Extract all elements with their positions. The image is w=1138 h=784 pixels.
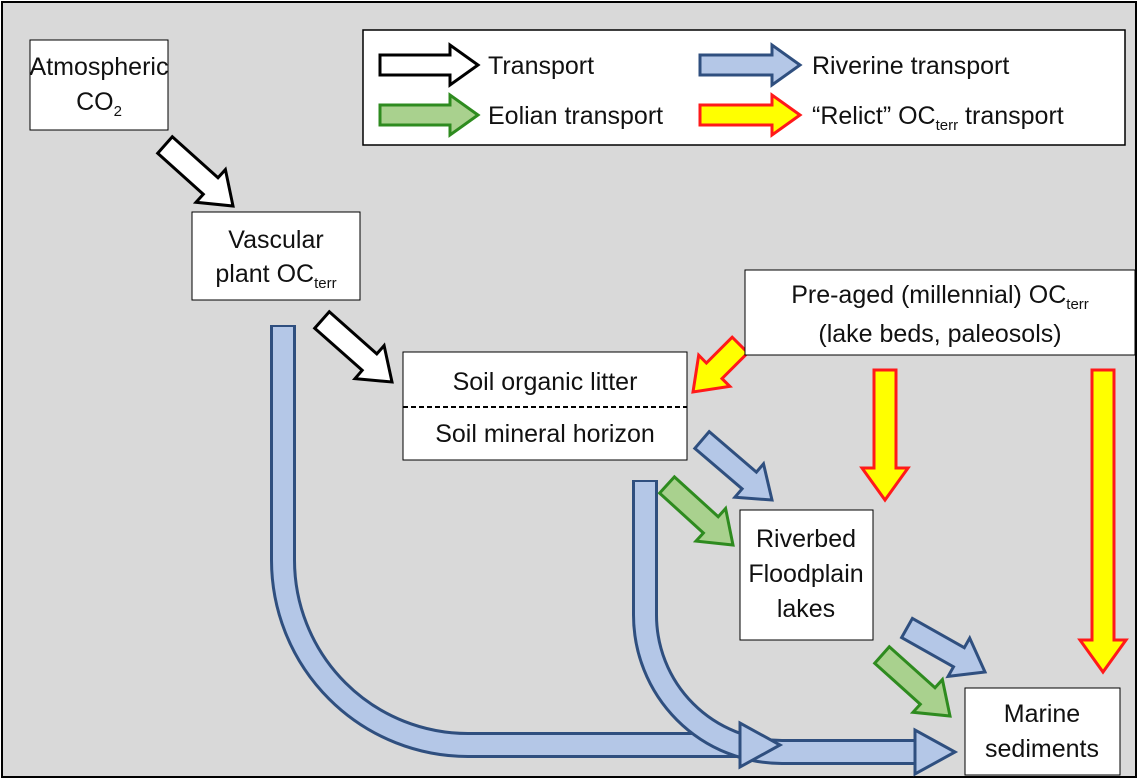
node-label: Floodplain [748,560,863,588]
node-label: Riverbed [756,525,856,553]
node-box [744,269,1136,356]
subscript: 2 [114,103,122,120]
transport-arrow [378,42,481,88]
eolian-arrow [872,644,952,718]
text: transport [958,102,1064,130]
subscript: terr [1066,296,1089,313]
riverine-arrow [738,720,784,770]
relict-arrow [698,92,803,138]
legend-label: Eolian transport [488,102,663,130]
riverine-arrow [899,616,988,679]
transport-arrow [312,309,394,384]
node-box [964,687,1121,776]
node-label: Soil organic litter [453,368,638,396]
node-label: plant OCterr [215,260,336,292]
legend-label: Transport [488,52,594,80]
node-label: CO2 [76,88,122,120]
node-label: sediments [985,735,1099,763]
node-box [29,39,169,131]
node-label: Marine [1004,700,1080,728]
text: “Relict” OC [812,102,936,130]
text: CO [76,88,114,116]
eolian-arrow [378,92,481,138]
riverine-arrow [692,429,774,502]
node-label: lakes [777,595,835,623]
text: Pre-aged (millennial) OC [791,281,1066,309]
relict-arrow [1077,368,1129,675]
text: plant OC [215,260,314,288]
legend-swatches [378,42,803,138]
riverine-curve [273,327,745,755]
node-label: Vascular [228,226,323,254]
node-box [739,509,874,641]
subscript: terr [936,117,959,134]
node-label: Pre-aged (millennial) OCterr [791,281,1089,313]
transport-arrow [155,134,235,208]
node-label: Atmospheric [30,53,169,81]
relict-arrow [691,335,750,394]
relict-arrow [859,368,911,503]
eolian-arrow [657,474,735,547]
subscript: terr [314,275,337,292]
arrows [155,134,1129,777]
node-label: (lake beds, paleosols) [818,320,1061,348]
node-label: Soil mineral horizon [435,420,655,448]
legend-label: Riverine transport [812,52,1009,80]
node-box [191,211,361,301]
riverine-arrow [913,727,959,777]
riverine-arrow [698,42,803,88]
legend-label: “Relict” OCterr transport [812,102,1064,134]
